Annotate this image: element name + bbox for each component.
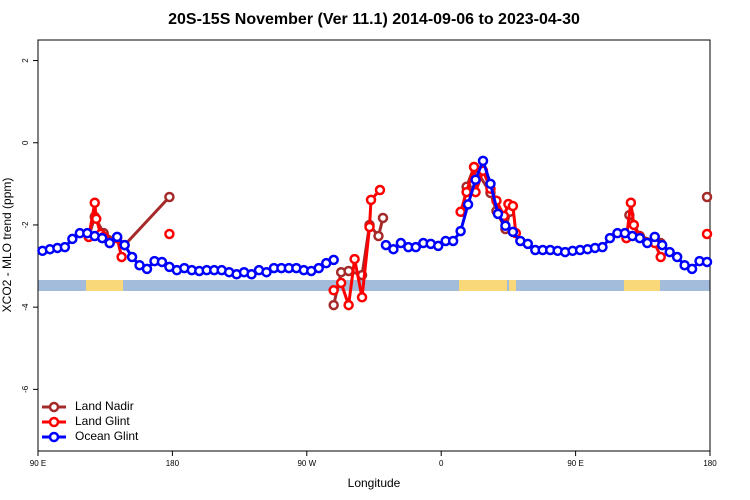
point <box>261 266 272 278</box>
point <box>492 208 504 220</box>
legend-marker <box>48 431 60 443</box>
point <box>380 239 392 251</box>
point <box>455 225 466 237</box>
point <box>432 240 444 252</box>
point <box>395 237 407 249</box>
point <box>356 292 368 303</box>
point <box>365 194 377 206</box>
x-tick-label: 180 <box>166 459 180 468</box>
point <box>328 285 339 296</box>
point <box>59 241 71 253</box>
point <box>625 197 637 209</box>
point <box>655 251 666 263</box>
legend-label: Land Nadir <box>75 399 134 413</box>
point <box>701 191 713 203</box>
y-tick-label: 2 <box>21 58 30 63</box>
point <box>462 199 474 210</box>
point <box>597 241 608 253</box>
land-patch <box>509 280 516 291</box>
chart-title: 20S-15S November (Ver 11.1) 2014-09-06 t… <box>168 11 580 28</box>
point <box>335 277 347 289</box>
point <box>507 226 519 238</box>
point <box>111 231 123 243</box>
point <box>96 232 108 244</box>
ocean-strip <box>38 280 710 291</box>
point <box>686 263 698 275</box>
point <box>634 232 646 244</box>
point <box>477 155 489 167</box>
point <box>388 243 399 255</box>
point <box>328 254 339 266</box>
point <box>522 238 534 250</box>
point <box>164 191 175 203</box>
y-axis-label: XCO2 - MLO trend (ppm) <box>0 178 14 313</box>
point <box>141 263 153 275</box>
point <box>604 232 616 244</box>
point <box>349 253 360 265</box>
point <box>455 206 466 218</box>
land-ocean-strip <box>38 280 710 291</box>
x-tick-label: 90 E <box>30 459 46 468</box>
legend-label: Land Glint <box>75 414 130 428</box>
point <box>671 251 683 263</box>
point <box>461 186 472 198</box>
point <box>374 184 386 196</box>
point <box>701 228 713 240</box>
point <box>377 212 389 224</box>
point <box>156 256 168 268</box>
point <box>89 197 100 209</box>
point <box>126 251 138 263</box>
y-tick-label: -2 <box>21 221 30 229</box>
y-tick-label: -4 <box>21 303 30 311</box>
y-tick-label: 0 <box>21 140 30 145</box>
point <box>701 256 713 268</box>
point <box>628 219 640 231</box>
point <box>328 299 339 311</box>
point <box>90 213 102 225</box>
land-patch <box>624 280 660 291</box>
point <box>447 235 459 247</box>
point <box>410 241 422 253</box>
x-axis-label: Longitude <box>348 476 401 490</box>
point <box>104 237 115 249</box>
point <box>470 174 481 185</box>
point <box>246 269 257 280</box>
legend-marker <box>48 416 60 428</box>
point <box>164 228 175 240</box>
point <box>656 239 668 251</box>
point <box>642 237 653 249</box>
y-tick-label: -6 <box>21 385 30 393</box>
point <box>500 220 511 232</box>
x-tick-label: 90 E <box>567 459 583 468</box>
point <box>119 239 130 251</box>
land-patch <box>86 280 123 291</box>
point <box>343 299 354 311</box>
x-tick-label: 90 W <box>297 459 316 468</box>
plot-frame <box>37 39 711 452</box>
point <box>468 161 480 173</box>
point <box>364 221 375 233</box>
x-tick-label: 180 <box>703 459 717 468</box>
point <box>649 231 660 243</box>
series-line <box>42 156 708 276</box>
x-tick-label: 0 <box>439 459 444 468</box>
legend-marker <box>48 401 60 413</box>
land-patch <box>459 280 507 291</box>
point <box>485 178 496 190</box>
point <box>67 233 78 245</box>
point <box>373 230 384 242</box>
point <box>116 251 127 263</box>
legend-label: Ocean Glint <box>75 429 139 443</box>
point <box>313 262 324 274</box>
point <box>507 200 519 212</box>
point <box>664 246 675 258</box>
